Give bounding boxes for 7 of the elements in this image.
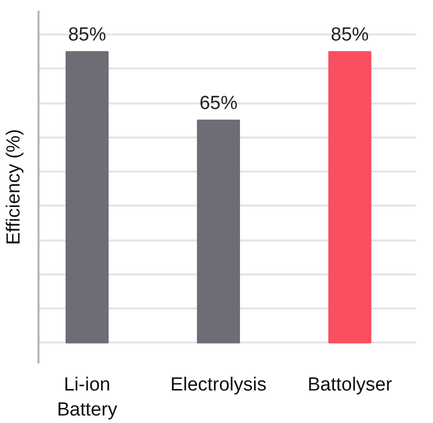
- y-axis-title: Efficiency (%): [4, 129, 24, 245]
- x-tick-label: Battolyser: [308, 374, 393, 396]
- data-label: 65%: [199, 93, 238, 114]
- x-tick-label: Li-ion Battery: [57, 374, 118, 421]
- data-label: 85%: [68, 24, 106, 46]
- data-label: 85%: [330, 24, 369, 46]
- x-tick-label: Electrolysis: [170, 374, 266, 396]
